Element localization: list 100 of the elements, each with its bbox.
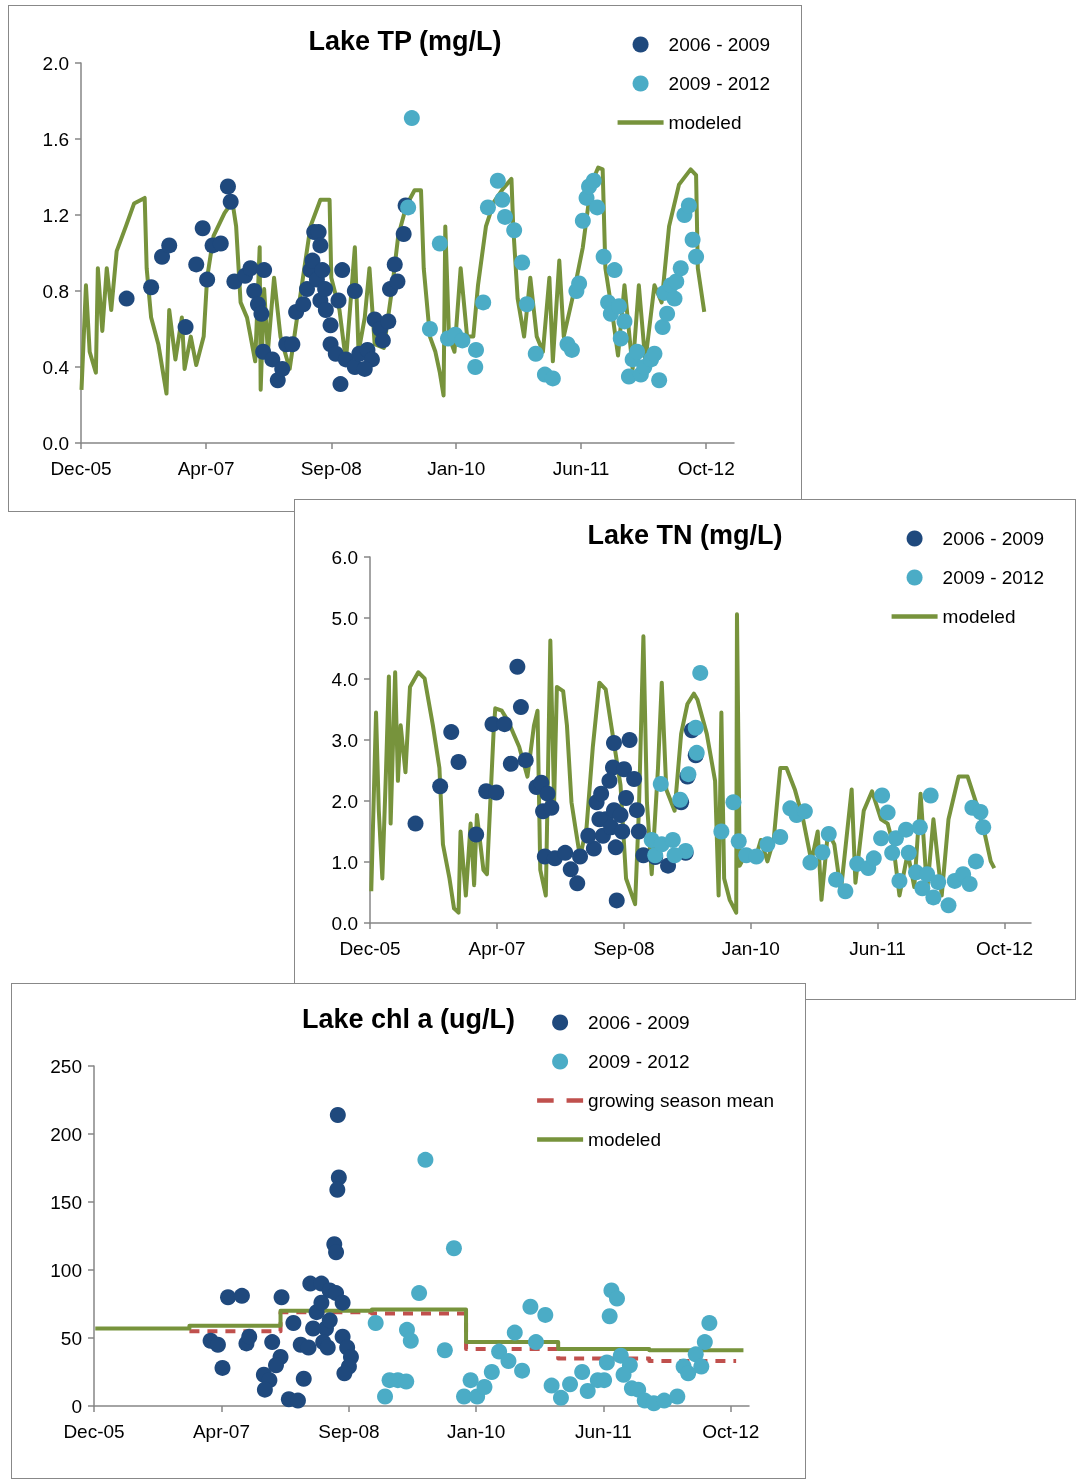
- point: [462, 1372, 479, 1389]
- x-tick-label: Dec-05: [63, 1421, 125, 1442]
- point: [598, 1354, 615, 1371]
- point: [220, 1289, 237, 1306]
- point: [256, 262, 273, 279]
- point: [214, 1359, 231, 1376]
- point: [219, 178, 236, 195]
- x-tick-label: Apr-07: [192, 1421, 250, 1442]
- point: [713, 823, 730, 840]
- point: [874, 787, 891, 804]
- point: [961, 875, 978, 892]
- point: [615, 1366, 632, 1383]
- point: [522, 1298, 539, 1315]
- x-tick-label: Dec-05: [50, 458, 112, 479]
- x-tick-label: Jan-10: [721, 938, 780, 959]
- point: [295, 1370, 312, 1387]
- point: [668, 273, 685, 290]
- y-tick-label: 0: [71, 1395, 82, 1417]
- point: [431, 235, 448, 252]
- point: [468, 826, 485, 843]
- point: [509, 658, 526, 675]
- point: [407, 815, 424, 832]
- point: [395, 226, 412, 242]
- point: [317, 281, 334, 298]
- point: [517, 752, 534, 769]
- point: [659, 305, 676, 322]
- line-series: [79, 165, 707, 398]
- y-tick-label: 2.0: [42, 52, 69, 74]
- y-tick-label: 200: [50, 1123, 82, 1145]
- point: [497, 208, 514, 225]
- point: [688, 248, 705, 265]
- point: [494, 191, 511, 208]
- y-tick-label: 2.0: [331, 790, 358, 812]
- y-tick-label: 6.0: [331, 546, 358, 568]
- point: [527, 345, 544, 362]
- point: [563, 341, 580, 358]
- legend-label: 2006 - 2009: [668, 34, 770, 55]
- point: [479, 199, 496, 216]
- point: [730, 833, 747, 850]
- point: [380, 313, 397, 330]
- point: [491, 1343, 508, 1360]
- x-tick-label: Dec-05: [339, 938, 401, 959]
- point: [930, 874, 947, 891]
- point: [233, 1287, 250, 1304]
- point: [386, 256, 403, 273]
- point: [900, 844, 917, 861]
- point: [601, 772, 618, 789]
- y-tick-label: 0.0: [42, 432, 69, 454]
- point: [609, 1290, 625, 1307]
- point: [402, 1332, 419, 1349]
- legend-label: 2009 - 2012: [588, 1051, 690, 1072]
- point: [443, 724, 460, 741]
- point: [922, 787, 939, 804]
- chart-title: Lake TN (mg/L): [587, 519, 783, 550]
- point: [321, 1312, 338, 1329]
- point: [580, 827, 597, 844]
- y-tick-label: 0.0: [331, 912, 358, 934]
- point: [421, 321, 438, 337]
- point: [177, 319, 194, 336]
- point: [246, 283, 263, 299]
- legend-label: growing season mean: [588, 1090, 774, 1111]
- point: [334, 262, 351, 279]
- point: [865, 850, 882, 867]
- point: [514, 254, 531, 271]
- point: [630, 823, 647, 840]
- x-tick-label: Sep-08: [300, 458, 362, 479]
- point: [891, 872, 908, 889]
- point: [161, 237, 178, 254]
- point: [626, 771, 643, 788]
- point: [274, 360, 291, 377]
- point: [680, 1365, 697, 1382]
- point: [652, 775, 669, 792]
- point: [222, 193, 239, 210]
- legend-label: 2006 - 2009: [942, 528, 1044, 549]
- point: [118, 290, 135, 307]
- point: [802, 854, 819, 871]
- legend-label: modeled: [668, 112, 742, 133]
- point: [593, 785, 610, 802]
- point: [143, 279, 160, 296]
- point: [654, 319, 671, 336]
- point: [696, 1334, 713, 1351]
- point: [571, 275, 588, 292]
- point: [273, 1289, 290, 1306]
- point: [701, 1315, 718, 1332]
- point: [398, 1373, 415, 1390]
- point: [475, 294, 492, 311]
- point: [334, 1294, 351, 1311]
- point: [483, 1364, 500, 1380]
- point: [467, 359, 484, 375]
- chart-title: Lake TP (mg/L): [308, 25, 502, 56]
- point: [814, 844, 831, 861]
- point: [616, 313, 633, 330]
- point: [837, 883, 854, 900]
- point: [828, 871, 845, 888]
- point: [496, 716, 513, 733]
- point: [748, 848, 765, 865]
- point: [666, 290, 683, 307]
- y-tick-label: 50: [60, 1327, 82, 1349]
- point: [374, 332, 391, 349]
- point: [317, 302, 334, 318]
